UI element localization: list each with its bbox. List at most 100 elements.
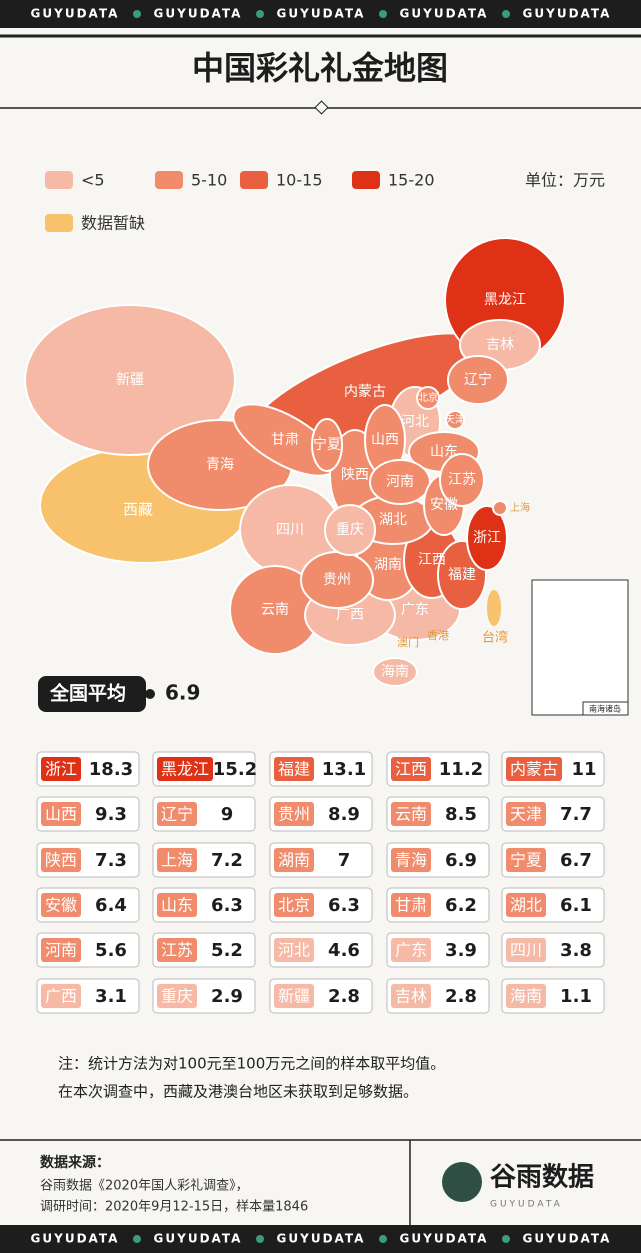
banner-dot — [256, 10, 264, 18]
tile-badge — [41, 757, 81, 781]
legend-swatch — [45, 214, 73, 232]
map-label: 南海诸岛 — [589, 704, 621, 714]
tile-value: 11 — [571, 759, 596, 780]
tile-name: 贵州 — [278, 805, 310, 824]
tile-name: 浙江 — [45, 760, 77, 779]
average-label: 全国平均 — [49, 682, 126, 705]
tile-value: 7.3 — [95, 850, 127, 871]
region-missing — [487, 590, 501, 626]
banner-dot — [379, 1235, 387, 1243]
province-label: 北京 — [418, 391, 438, 404]
tile-badge — [157, 848, 197, 872]
banner-text: GUYUDATA — [277, 7, 366, 21]
brand-sub: GUYUDATA — [490, 1200, 563, 1210]
province-label: 海南 — [381, 664, 409, 680]
legend-label: 5-10 — [191, 171, 227, 190]
banner-text: GUYUDATA — [277, 1232, 366, 1246]
tile-name: 北京 — [278, 896, 310, 915]
province-label: 福建 — [448, 567, 476, 583]
tile-badge — [274, 802, 314, 826]
legend-swatch — [155, 171, 183, 189]
province-label: 重庆 — [336, 522, 364, 538]
map-label: 香港 — [427, 629, 449, 642]
province-label: 青海 — [206, 457, 234, 473]
tile-value: 7.2 — [211, 850, 243, 871]
tile-badge — [41, 848, 81, 872]
banner-dot — [133, 10, 141, 18]
map-label: 澳门 — [397, 635, 419, 649]
tile-name: 黑龙江 — [161, 760, 209, 779]
tile-value: 2.8 — [445, 986, 477, 1007]
tile-badge — [506, 984, 546, 1008]
tile-badge — [157, 893, 197, 917]
tile-value: 6.3 — [211, 895, 243, 916]
tile-badge — [157, 757, 213, 781]
note: 注：统计方法为对100元至100万元之间的样本取平均值。 — [58, 1055, 445, 1073]
province-label: 江苏 — [448, 472, 476, 488]
province-label: 广东 — [401, 602, 429, 618]
province — [466, 505, 508, 571]
tile-name: 山西 — [45, 805, 77, 824]
banner-text: GUYUDATA — [31, 7, 120, 21]
average-value: 6.9 — [165, 681, 200, 705]
tile-value: 9.3 — [95, 804, 127, 825]
tile-value: 6.3 — [328, 895, 360, 916]
province-label: 湖北 — [379, 512, 407, 528]
province-label: 黑龙江 — [484, 292, 526, 308]
tile-badge — [41, 893, 81, 917]
tile-name: 新疆 — [278, 987, 310, 1006]
note: 在本次调查中，西藏及港澳台地区未获取到足够数据。 — [58, 1083, 418, 1101]
tile-badge — [274, 757, 314, 781]
tile-value: 11.2 — [439, 759, 483, 780]
tile-name: 上海 — [161, 851, 193, 870]
province-label: 辽宁 — [464, 371, 492, 388]
tile-value: 13.1 — [322, 759, 366, 780]
province-label: 安徽 — [430, 497, 458, 513]
tile-badge — [391, 893, 431, 917]
tile-badge — [506, 757, 562, 781]
tile-value: 4.6 — [328, 940, 360, 961]
diamond — [314, 100, 329, 115]
tile-value: 1.1 — [560, 986, 592, 1007]
tile-name: 吉林 — [395, 987, 427, 1006]
banner-dot — [502, 1235, 510, 1243]
tile-badge — [506, 802, 546, 826]
legend-swatch — [45, 171, 73, 189]
province-label: 浙江 — [473, 530, 501, 546]
banner-dot — [133, 1235, 141, 1243]
tile-name: 河北 — [278, 941, 310, 960]
tile-value: 6.2 — [445, 895, 477, 916]
tile-name: 广西 — [45, 987, 77, 1006]
province — [439, 453, 485, 507]
tile-value: 5.6 — [95, 940, 127, 961]
tile-badge — [157, 938, 197, 962]
tile-value: 15.2 — [213, 759, 257, 780]
tile-name: 云南 — [395, 805, 427, 824]
tile-name: 福建 — [278, 760, 310, 779]
brand-logo — [442, 1162, 482, 1202]
tile-value: 6.7 — [560, 850, 592, 871]
tile-badge — [157, 802, 197, 826]
tile-name: 内蒙古 — [510, 760, 558, 779]
tile-name: 江西 — [395, 760, 427, 779]
title: 中国彩礼礼金地图 — [192, 49, 448, 87]
tile-badge — [41, 938, 81, 962]
tile-badge — [41, 984, 81, 1008]
average-dot — [145, 689, 155, 699]
tile-name: 陕西 — [45, 851, 77, 870]
tile-badge — [274, 848, 314, 872]
tile-value: 2.8 — [328, 986, 360, 1007]
banner-text: GUYUDATA — [523, 1232, 612, 1246]
banner-dot — [379, 10, 387, 18]
province-label: 陕西 — [341, 467, 369, 483]
province — [324, 504, 376, 556]
province — [416, 386, 440, 410]
tile-value: 9 — [221, 804, 234, 825]
tile-name: 山东 — [161, 896, 193, 915]
province-label: 内蒙古 — [344, 384, 386, 400]
banner-text: GUYUDATA — [154, 7, 243, 21]
province-label: 四川 — [276, 522, 304, 538]
banner-dot — [256, 1235, 264, 1243]
banner-text: GUYUDATA — [154, 1232, 243, 1246]
tile-value: 8.5 — [445, 804, 477, 825]
